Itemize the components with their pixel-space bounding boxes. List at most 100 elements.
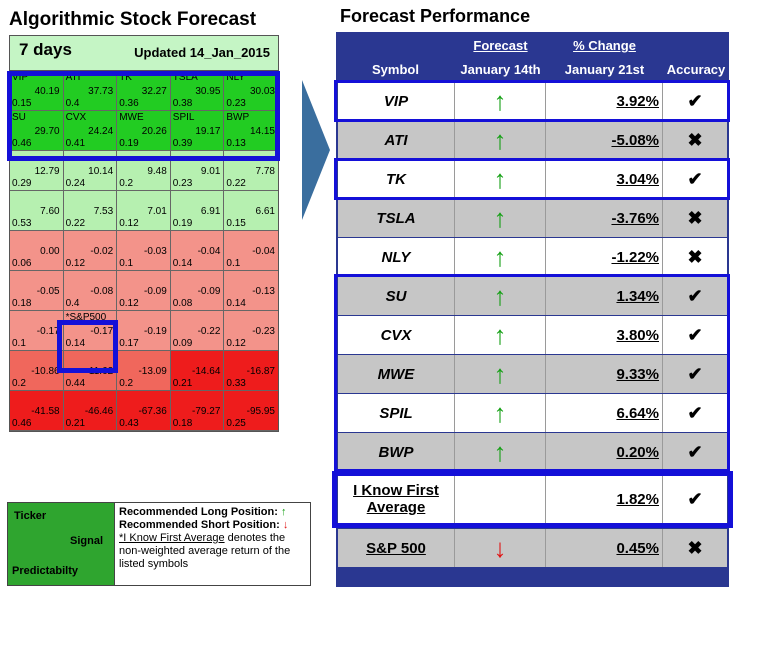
heatmap-table: 7 days Updated 14_Jan_2015 VIP 40.19 0.15 A… [9, 35, 279, 432]
signal-arrow-icon: ↑ [455, 355, 546, 393]
cell-signal: -0.08 [90, 286, 114, 297]
accuracy-icon: ✔ [687, 402, 703, 423]
cell-ticker: NLY [226, 72, 246, 83]
cell-signal: -0.13 [252, 286, 275, 297]
cell-predictability: 0.38 [172, 98, 193, 109]
cell-signal: -67.36 [138, 406, 167, 417]
average-label-line2: Average [366, 499, 426, 516]
heatmap-cell: 7.53 0.22 [63, 191, 118, 231]
row-symbol: MWE [338, 355, 455, 393]
cell-signal: 7.60 [40, 206, 60, 217]
legend-long-label: Recommended Long Position: [119, 506, 278, 518]
heatmap-cell: -0.04 0.1 [224, 231, 278, 271]
average-accuracy-icon: ✔ [687, 488, 703, 509]
heatmap-cell: -0.17 0.1 [10, 311, 64, 351]
transition-arrow-icon [302, 80, 330, 220]
heatmap-cell: -0.05 0.18 [10, 271, 64, 311]
heatmap-cell: -0.13 0.14 [224, 271, 278, 311]
cell-predictability: 0.12 [119, 298, 139, 309]
performance-row: SPIL ↑ 6.64% ✔ [338, 394, 727, 432]
accuracy-icon: ✔ [687, 285, 703, 306]
heatmap-cell: -0.08 0.4 [63, 271, 118, 311]
accuracy-icon: ✔ [687, 90, 703, 111]
cell-predictability: 0.33 [226, 378, 246, 389]
legend-ticker: Ticker [14, 510, 47, 522]
heatmap-cell: -0.22 0.09 [170, 311, 225, 351]
row-symbol: NLY [338, 238, 455, 276]
cell-signal: -0.05 [36, 286, 60, 297]
cell-signal: -0.22 [197, 326, 221, 337]
accuracy-icon: ✔ [687, 168, 703, 189]
cell-ticker: *S&P500 [65, 312, 107, 323]
signal-arrow-icon: ↑ [455, 316, 546, 354]
row-change: -5.08% [546, 121, 663, 159]
cell-predictability: 0.25 [226, 418, 246, 429]
short-arrow-icon: ↓ [282, 519, 289, 531]
sp500-symbol: S&P 500 [338, 529, 455, 567]
average-label: I Know First Average [338, 473, 455, 525]
heatmap-cell: -16.87 0.33 [224, 351, 278, 391]
cell-signal: -41.58 [31, 406, 60, 417]
performance-row: NLY ↑ -1.22% ✖ [338, 238, 727, 276]
row-symbol: TSLA [338, 199, 455, 237]
signal-arrow-icon: ↑ [455, 160, 546, 198]
cell-signal: -0.17 [90, 326, 114, 337]
accuracy-icon: ✖ [687, 207, 703, 228]
header-change-date: January 21st [564, 62, 645, 77]
cell-ticker: SU [12, 112, 26, 123]
signal-arrow-icon: ↑ [455, 238, 546, 276]
performance-table: Symbol Forecast January 14th % Change Ja… [336, 32, 729, 587]
heatmap-cell: -79.27 0.18 [170, 391, 225, 431]
cell-signal: 6.61 [255, 206, 275, 217]
cell-predictability: 0.23 [172, 178, 193, 189]
row-symbol: SU [338, 277, 455, 315]
cell-predictability: 0.09 [172, 338, 193, 349]
cell-predictability: 0.08 [172, 298, 193, 309]
accuracy-icon: ✔ [687, 363, 703, 384]
row-change: 3.92% [546, 82, 663, 120]
performance-row: ATI ↑ -5.08% ✖ [338, 121, 727, 159]
cell-predictability: 0.4 [65, 298, 80, 309]
cell-predictability: 0.2 [119, 378, 134, 389]
cell-signal: -0.03 [144, 246, 167, 257]
heatmap-cell: ATI 37.73 0.4 [63, 71, 118, 111]
header-forecast: Forecast [473, 38, 528, 53]
cell-predictability: 0.18 [172, 418, 193, 429]
heatmap-cell: BWP 14.15 0.13 [224, 111, 278, 151]
cell-signal: -0.23 [252, 326, 275, 337]
cell-predictability: 0.19 [172, 218, 193, 229]
heatmap-cell: -95.95 0.25 [224, 391, 278, 431]
cell-signal: -0.09 [197, 286, 221, 297]
signal-arrow-icon: ↑ [455, 433, 546, 471]
period-label: 7 days [19, 40, 72, 59]
cell-predictability: 0.14 [65, 338, 86, 349]
row-symbol: CVX [338, 316, 455, 354]
heatmap-cell: -13.09 0.2 [117, 351, 171, 391]
heatmap-cell: SPIL 19.17 0.39 [170, 111, 225, 151]
average-label-line1: I Know First [353, 482, 439, 499]
heatmap-cell: -0.19 0.17 [117, 311, 171, 351]
heatmap-cell: -0.03 0.1 [117, 231, 171, 271]
cell-predictability: 0.22 [65, 218, 86, 229]
header-change: % Change [573, 38, 636, 53]
cell-predictability: 0.18 [12, 298, 32, 309]
cell-signal: 24.24 [88, 126, 114, 137]
sp500-down-arrow-icon: ↓ [455, 529, 546, 567]
performance-row: MWE ↑ 9.33% ✔ [338, 355, 727, 393]
row-change: 9.33% [546, 355, 663, 393]
heatmap-cell: 6.61 0.15 [224, 191, 278, 231]
heatmap-cell: 10.14 0.24 [63, 151, 118, 191]
cell-signal: -16.87 [246, 366, 275, 377]
cell-signal: 14.15 [249, 126, 275, 137]
cell-signal: 7.78 [255, 166, 275, 177]
row-change: 3.04% [546, 160, 663, 198]
row-symbol: TK [338, 160, 455, 198]
legend-note-rest: denotes the non-weighted average return … [119, 532, 291, 570]
cell-signal: -79.27 [192, 406, 221, 417]
cell-ticker: TSLA [172, 72, 198, 83]
heatmap-grid: VIP 40.19 0.15 ATI 37.73 0.4 TK 32.27 0.36 TSLA 30… [10, 71, 278, 431]
heatmap-cell: 7.60 0.53 [10, 191, 64, 231]
average-row: I Know First Average 1.82% ✔ [338, 473, 727, 525]
cell-predictability: 0.29 [12, 178, 32, 189]
heatmap-cell: CVX 24.24 0.41 [63, 111, 118, 151]
